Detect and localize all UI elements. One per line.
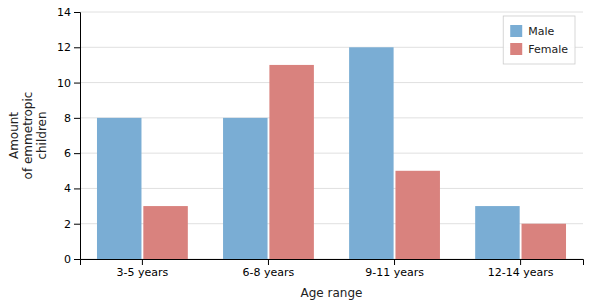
tick-mark: [520, 259, 521, 265]
tick: 6: [64, 147, 80, 160]
tick: 12-14 years: [488, 259, 554, 279]
legend: Male Female: [503, 16, 575, 64]
tick-label: 2: [64, 218, 71, 231]
x-axis: 3-5 years 6-8 years 9-11 years 12-14 years: [81, 259, 584, 279]
tick: 12: [57, 41, 80, 54]
y-axis-title: Amountof emmetropicchildren: [7, 92, 49, 180]
tick-label: 6-8 years: [243, 266, 295, 279]
bar: [97, 118, 141, 259]
legend-item: Female: [510, 43, 568, 56]
tick-mark: [74, 259, 80, 260]
grid-line: [80, 82, 583, 83]
grid-line: [80, 153, 583, 154]
tick-mark: [74, 188, 80, 189]
tick-mark: [268, 259, 269, 265]
chart: 0 2 4 6 8 10 12 14 3-5 years 6-8 years 9-11 years 1…: [0, 0, 595, 305]
y-axis-title-line: Amount: [7, 112, 21, 159]
tick: 8: [64, 112, 80, 125]
legend-item: Male: [510, 25, 554, 38]
grid-line: [80, 117, 583, 118]
grid: [80, 12, 583, 259]
tick-label: 10: [57, 77, 71, 90]
bar: [349, 47, 393, 259]
y-axis: 0 2 4 6 8 10 12 14: [57, 6, 81, 266]
tick-label: 14: [57, 6, 71, 19]
series: [97, 47, 520, 259]
tick-label: 6: [64, 147, 71, 160]
y-axis-title-line: of emmetropic: [21, 92, 35, 180]
tick-label: 4: [64, 182, 71, 195]
bar: [143, 206, 187, 259]
bar: [475, 206, 519, 259]
tick-mark: [74, 83, 80, 84]
tick-mark: [74, 12, 80, 13]
plot: 0 2 4 6 8 10 12 14 3-5 years 6-8 years 9-11 years 1…: [7, 6, 584, 300]
tick-label: 8: [64, 112, 71, 125]
tick-mark: [74, 153, 80, 154]
tick: 4: [64, 182, 80, 195]
bar: [522, 224, 566, 259]
legend-frame: [503, 16, 575, 64]
tick: 3-5 years: [117, 259, 169, 279]
tick-mark: [74, 47, 80, 48]
legend-swatch: [510, 43, 522, 55]
y-axis-title-line: children: [35, 111, 49, 159]
bar: [223, 118, 267, 259]
tick: 2: [64, 218, 80, 231]
bar: [269, 65, 313, 259]
tick-mark: [74, 224, 80, 225]
tick: 14: [57, 6, 80, 19]
tick: 9-11 years: [365, 259, 424, 279]
tick-label: 9-11 years: [365, 266, 424, 279]
series: [143, 65, 566, 259]
axis-line: [81, 260, 584, 266]
tick-label: 3-5 years: [117, 266, 169, 279]
tick-label: 0: [64, 253, 71, 266]
grid-line: [80, 12, 583, 13]
tick-label: 12-14 years: [488, 266, 554, 279]
x-axis-title: Age range: [301, 286, 363, 300]
legend-label: Male: [528, 25, 554, 38]
tick: 10: [57, 77, 80, 90]
legend-label: Female: [528, 43, 568, 56]
bars: [97, 47, 566, 259]
legend-swatch: [510, 25, 522, 37]
tick-mark: [394, 259, 395, 265]
grid-line: [80, 188, 583, 189]
tick: 6-8 years: [243, 259, 295, 279]
tick-mark: [74, 118, 80, 119]
tick-mark: [142, 259, 143, 265]
tick-label: 12: [57, 41, 71, 54]
axis-line: [74, 13, 81, 260]
tick: 0: [64, 253, 80, 266]
bar: [395, 171, 439, 259]
